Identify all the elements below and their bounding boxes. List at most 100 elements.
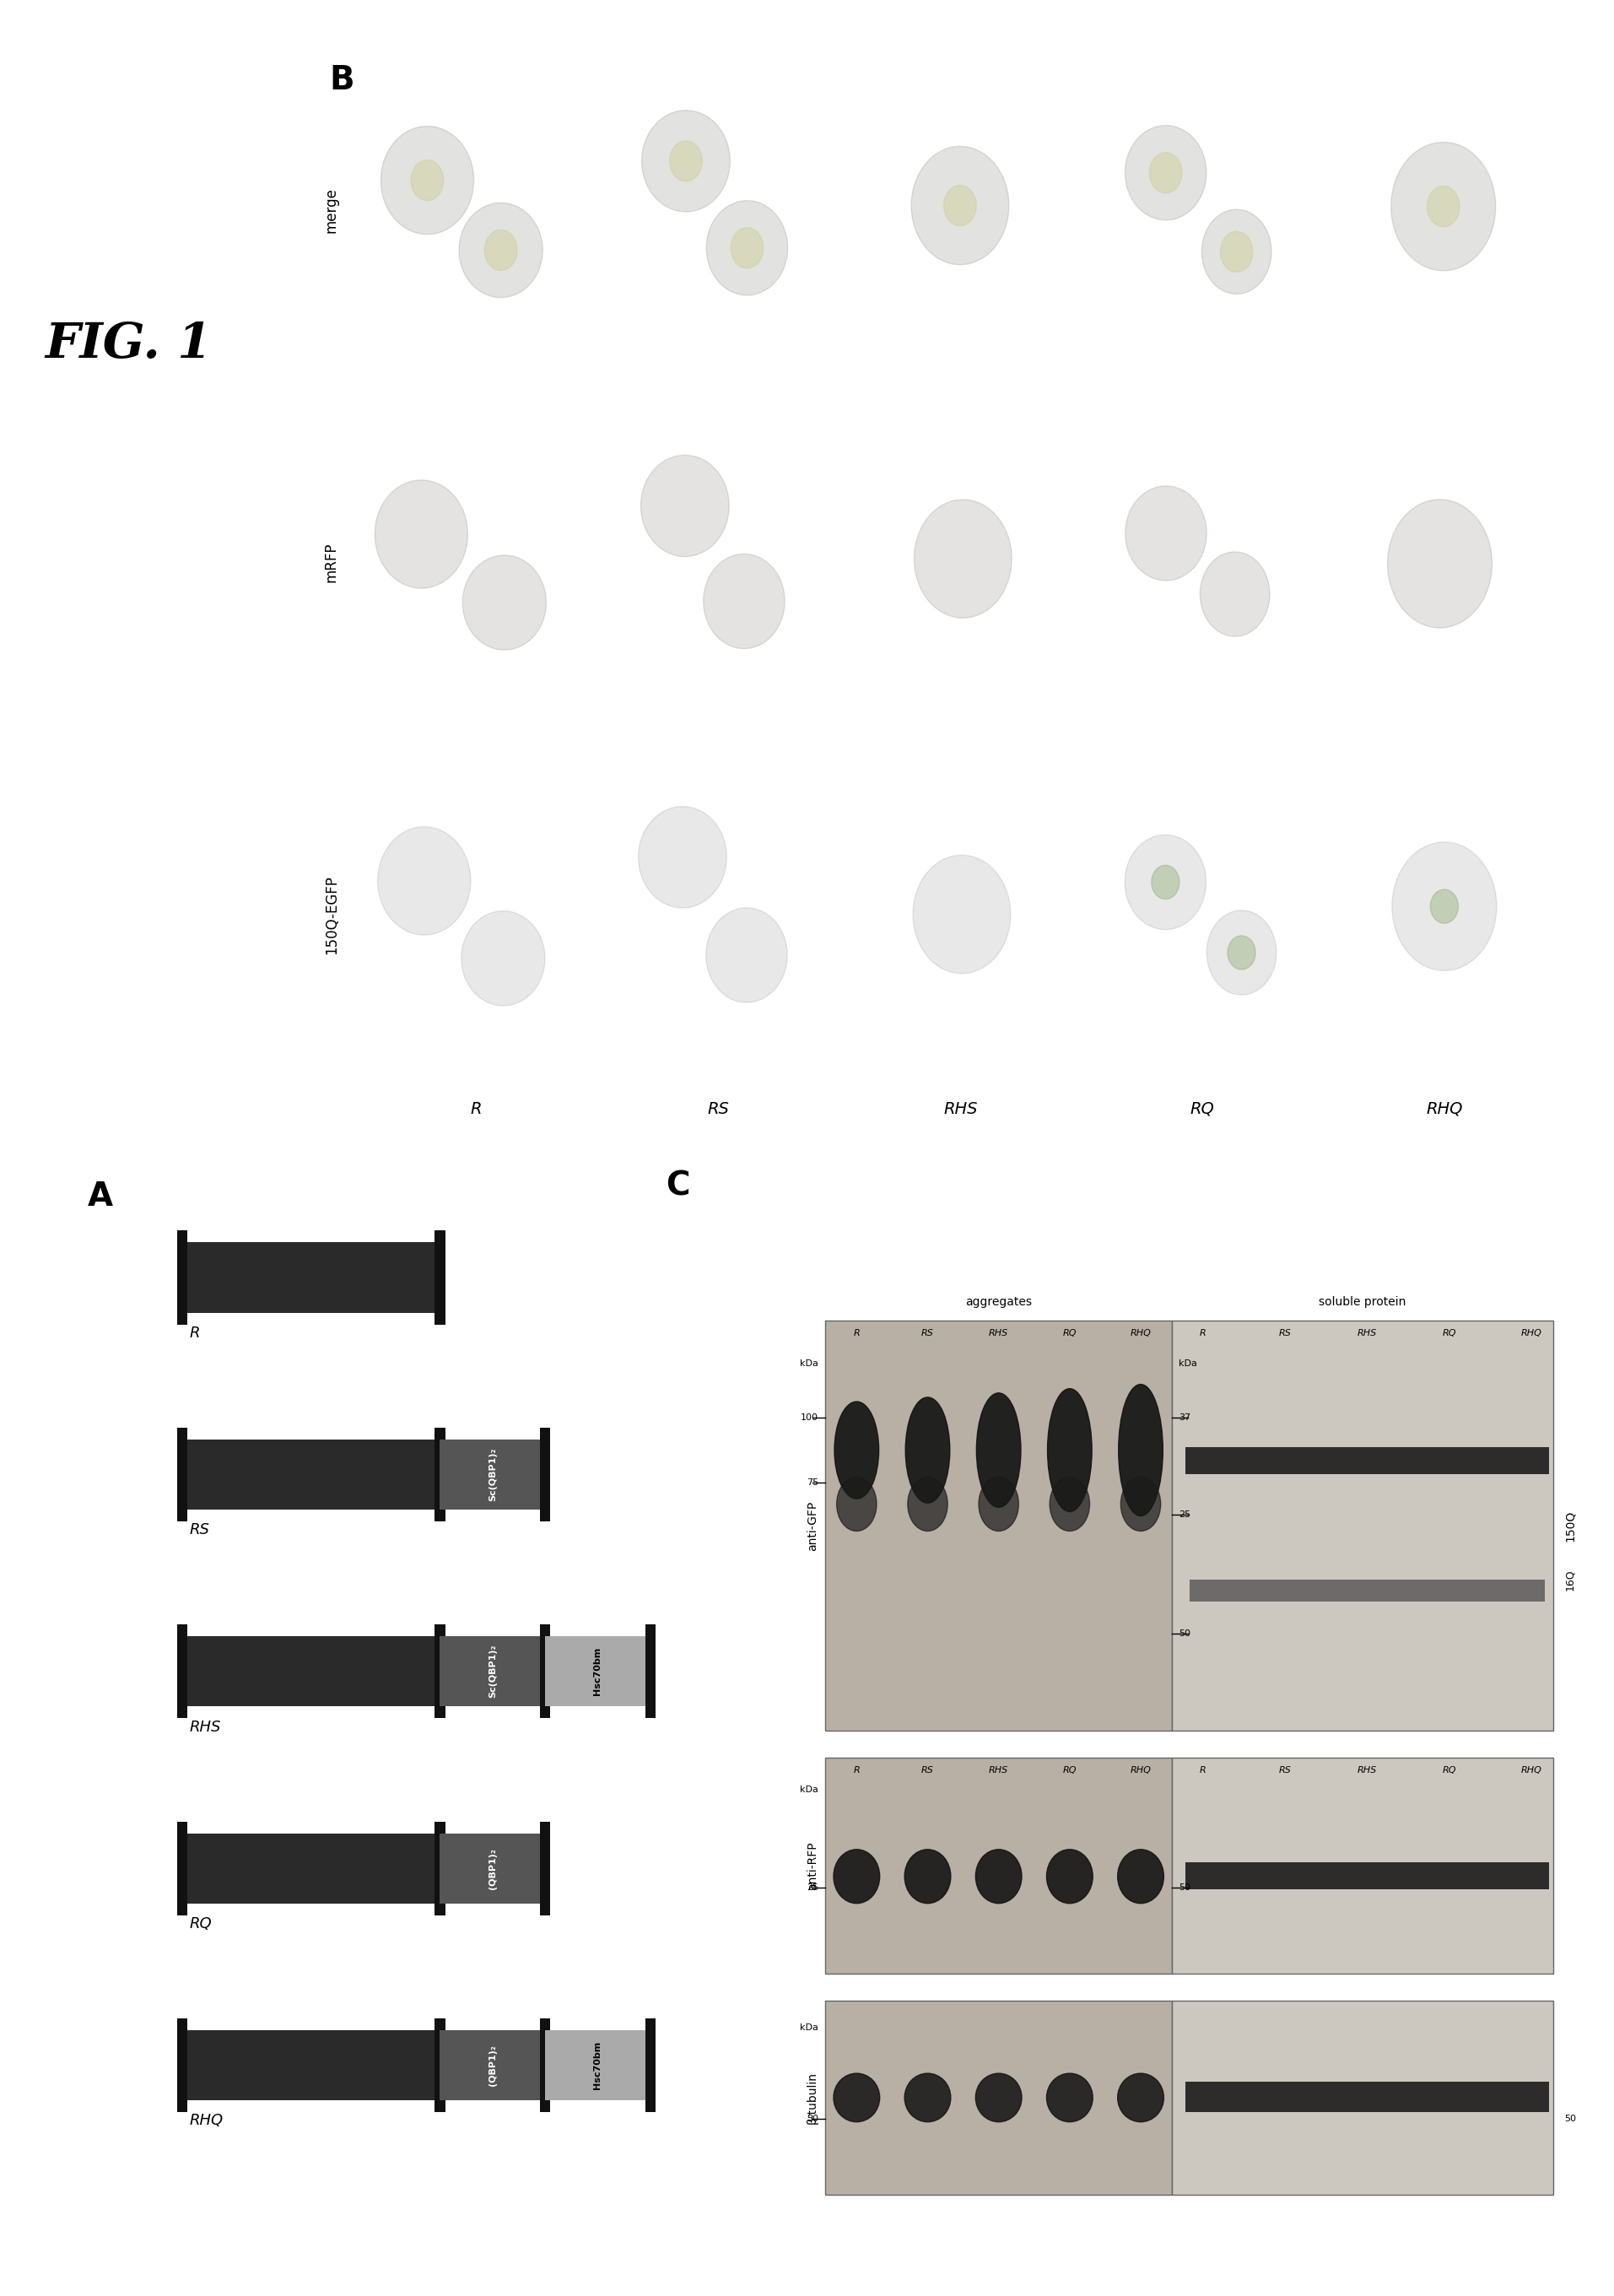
Text: RQ: RQ [189, 1917, 211, 1931]
Text: RHS: RHS [189, 1720, 221, 1733]
Bar [825, 1320, 1172, 1731]
Bar [825, 2000, 1172, 2195]
Text: 150Q: 150Q [1564, 1511, 1575, 1541]
Bar [1185, 1862, 1549, 1890]
Text: anti-GFP: anti-GFP [807, 1502, 818, 1550]
Ellipse shape [836, 1476, 876, 1531]
Text: (QBP1)₂: (QBP1)₂ [489, 2046, 497, 2085]
Ellipse shape [1047, 1389, 1091, 1511]
Text: RHS: RHS [989, 1766, 1009, 1775]
Bar [178, 1231, 187, 1325]
Ellipse shape [1119, 1384, 1162, 1515]
Ellipse shape [381, 126, 475, 234]
Text: mRFP: mRFP [324, 542, 339, 583]
Text: 25: 25 [1178, 1511, 1191, 1520]
Ellipse shape [1125, 126, 1206, 220]
Ellipse shape [833, 1851, 880, 1903]
Text: 75: 75 [807, 1479, 818, 1488]
Text: RHQ: RHQ [1130, 1329, 1151, 1339]
Text: RQ: RQ [1443, 1329, 1456, 1339]
Ellipse shape [905, 1398, 949, 1504]
Text: kDa: kDa [801, 1359, 818, 1368]
Text: 100: 100 [801, 1414, 818, 1421]
Text: A: A [87, 1180, 113, 1212]
Bar [434, 1821, 445, 1915]
Text: 50: 50 [807, 2115, 818, 2124]
Ellipse shape [1388, 498, 1491, 627]
Text: β-tubulin: β-tubulin [807, 2071, 818, 2124]
Text: 50: 50 [1178, 1883, 1191, 1892]
Ellipse shape [1430, 889, 1459, 923]
Bar [182, 2030, 441, 2101]
Text: 50: 50 [1178, 1630, 1191, 1637]
Ellipse shape [1117, 2073, 1164, 2122]
Text: RHS: RHS [1357, 1766, 1377, 1775]
Text: R: R [854, 1766, 860, 1775]
Bar [1185, 1446, 1549, 1474]
Text: 25: 25 [807, 1883, 818, 1892]
Ellipse shape [1201, 551, 1270, 636]
Text: RHQ: RHQ [189, 2112, 223, 2128]
Ellipse shape [378, 827, 471, 934]
Bar [178, 1626, 187, 1717]
Bar [646, 2018, 655, 2112]
Text: merge: merge [324, 188, 339, 234]
Ellipse shape [484, 230, 516, 271]
Ellipse shape [1228, 937, 1256, 969]
Text: RHS: RHS [943, 1102, 978, 1118]
Text: RHQ: RHQ [1520, 1329, 1541, 1339]
Bar [441, 1832, 546, 1903]
Bar [441, 1637, 546, 1706]
Ellipse shape [374, 480, 468, 588]
Ellipse shape [1151, 866, 1180, 900]
Bar [541, 2018, 550, 2112]
Ellipse shape [1207, 909, 1277, 994]
Text: B: B [329, 64, 353, 96]
Text: 150Q-EGFP: 150Q-EGFP [324, 875, 339, 955]
Ellipse shape [1391, 843, 1496, 971]
Ellipse shape [463, 556, 546, 650]
Ellipse shape [1202, 209, 1272, 294]
Text: Sc(QBP1)₂: Sc(QBP1)₂ [489, 1644, 497, 1699]
Bar [178, 1428, 187, 1522]
Ellipse shape [1220, 232, 1252, 271]
Bar [825, 1759, 1172, 1975]
Ellipse shape [707, 200, 788, 296]
Ellipse shape [976, 1394, 1022, 1508]
Bar [646, 1626, 655, 1717]
Text: FIG. 1: FIG. 1 [45, 321, 211, 367]
Text: RS: RS [1278, 1766, 1291, 1775]
Text: anti-RFP: anti-RFP [807, 1841, 818, 1890]
Ellipse shape [904, 2073, 951, 2122]
Text: RS: RS [922, 1766, 935, 1775]
Ellipse shape [833, 2073, 880, 2122]
Bar [1172, 1320, 1553, 1731]
Text: RS: RS [189, 1522, 210, 1538]
Text: RS: RS [922, 1329, 935, 1339]
Ellipse shape [912, 147, 1009, 264]
Bar [546, 1637, 650, 1706]
Text: RHS: RHS [1357, 1329, 1377, 1339]
Text: RQ: RQ [1062, 1766, 1077, 1775]
Text: C: C [667, 1169, 689, 1201]
Text: RQ: RQ [1062, 1329, 1077, 1339]
Ellipse shape [705, 907, 788, 1003]
Text: Hsc70bm: Hsc70bm [594, 1646, 602, 1694]
Ellipse shape [412, 161, 444, 200]
Text: R: R [1199, 1329, 1206, 1339]
Ellipse shape [834, 1401, 878, 1499]
Bar [434, 1231, 445, 1325]
Ellipse shape [1049, 1476, 1089, 1531]
Text: aggregates: aggregates [965, 1295, 1031, 1309]
Text: R: R [189, 1325, 200, 1341]
Ellipse shape [975, 2073, 1022, 2122]
Ellipse shape [1117, 1851, 1164, 1903]
Bar [541, 1428, 550, 1522]
Ellipse shape [907, 1476, 947, 1531]
Ellipse shape [904, 1851, 951, 1903]
Text: R: R [470, 1102, 483, 1118]
Text: Hsc70bm: Hsc70bm [594, 2041, 602, 2089]
Bar [1172, 2000, 1553, 2195]
Bar [441, 1440, 546, 1508]
Text: RHQ: RHQ [1130, 1766, 1151, 1775]
